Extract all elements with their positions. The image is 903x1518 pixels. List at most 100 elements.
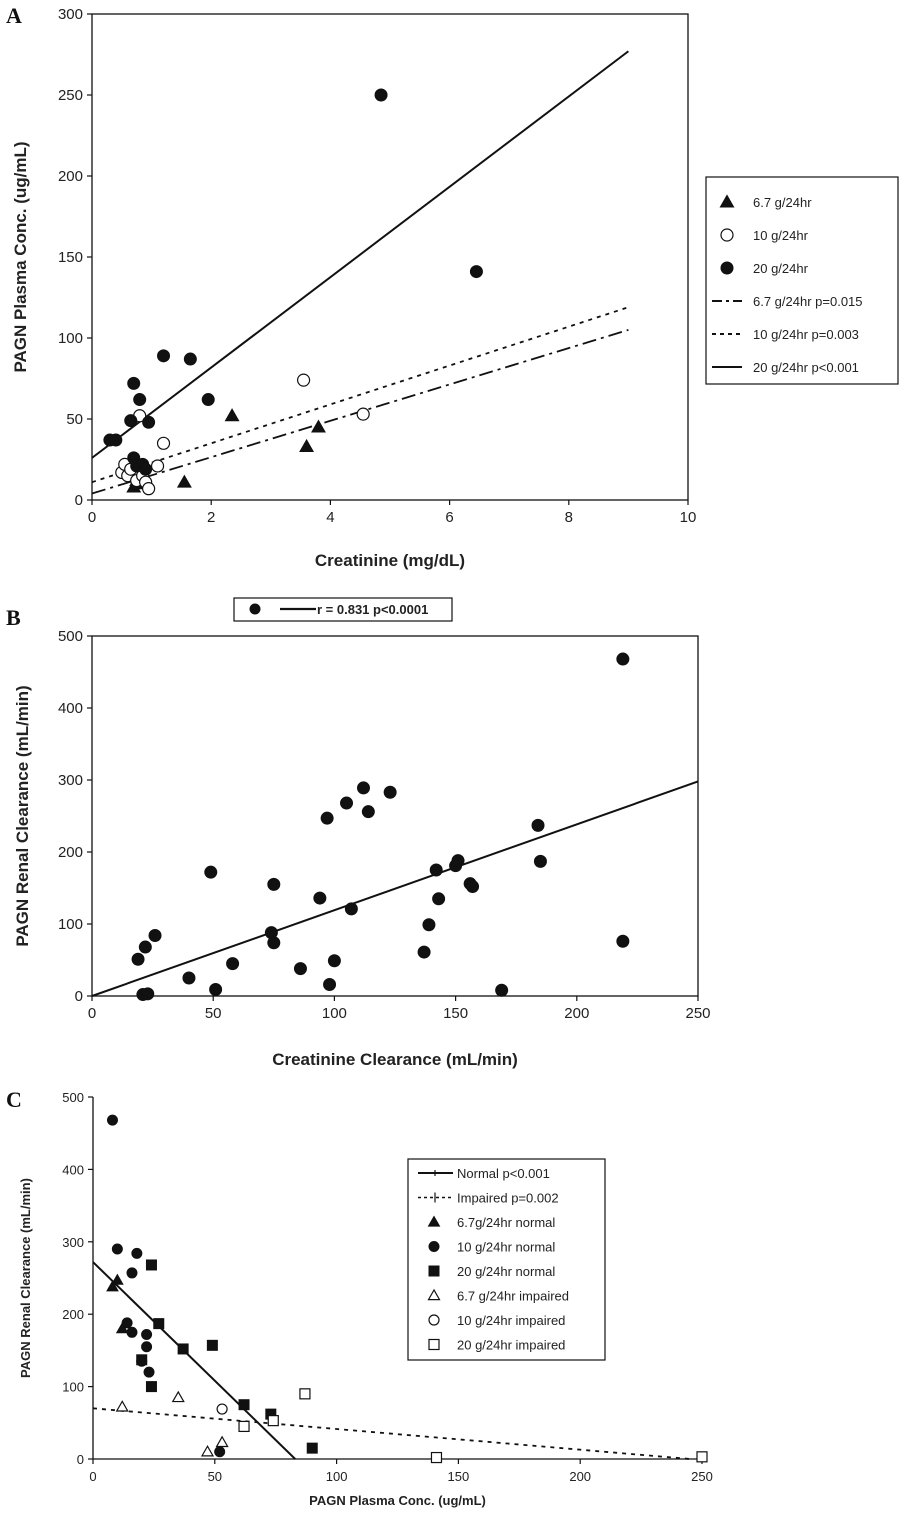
- y-tick-label: 0: [77, 1452, 84, 1467]
- data-point: [131, 952, 145, 966]
- x-tick-label: 4: [326, 509, 334, 526]
- legend-label: 10 g/24hr p=0.003: [753, 327, 859, 342]
- data-point: [267, 877, 281, 891]
- data-point: [209, 983, 223, 997]
- x-tick-label: 0: [88, 1005, 96, 1022]
- y-tick-label: 0: [75, 492, 83, 509]
- x-axis-label: Creatinine (mg/dL): [315, 551, 465, 570]
- data-point: [156, 436, 171, 450]
- data-point: [374, 88, 388, 102]
- data-point: [432, 892, 446, 906]
- data-point: [138, 940, 152, 954]
- data-point: [200, 1445, 215, 1457]
- legend-marker: [719, 194, 735, 208]
- x-tick-label: 2: [207, 509, 215, 526]
- data-point: [139, 462, 153, 476]
- data-point: [142, 482, 156, 496]
- data-point: [216, 1403, 228, 1415]
- fit-line: [92, 1261, 296, 1460]
- data-point: [215, 1435, 229, 1448]
- data-point: [177, 1343, 189, 1355]
- data-point: [171, 1390, 185, 1403]
- y-tick-label: 300: [62, 1235, 84, 1250]
- y-tick-label: 300: [58, 6, 83, 23]
- data-point: [311, 419, 326, 433]
- y-tick-label: 500: [62, 1090, 84, 1105]
- data-point: [115, 1322, 129, 1334]
- data-point: [344, 902, 358, 916]
- data-point: [327, 954, 341, 968]
- y-tick-label: 250: [58, 87, 83, 104]
- panel-letter: C: [6, 1087, 22, 1112]
- data-point: [469, 265, 483, 279]
- x-tick-label: 50: [205, 1005, 222, 1022]
- legend-marker: [720, 228, 734, 242]
- legend-label: 10 g/24hr normal: [457, 1240, 555, 1255]
- data-point: [141, 1341, 153, 1353]
- legend-marker: [428, 1338, 440, 1351]
- data-point: [145, 1259, 157, 1271]
- y-tick-label: 300: [58, 772, 83, 789]
- data-point: [182, 971, 196, 985]
- fit-line: [91, 780, 699, 997]
- data-point: [226, 957, 240, 971]
- data-point: [157, 349, 171, 363]
- data-point: [133, 393, 147, 407]
- data-point: [267, 1415, 279, 1427]
- legend-label: 20 g/24hr normal: [457, 1264, 555, 1279]
- fit-line: [91, 306, 629, 484]
- data-point: [110, 1273, 124, 1285]
- data-point: [142, 415, 156, 429]
- data-point: [115, 1400, 129, 1412]
- legend-marker: [428, 1265, 440, 1277]
- data-point: [143, 1366, 155, 1378]
- data-point: [429, 863, 443, 877]
- data-point: [495, 983, 509, 997]
- data-point: [126, 1267, 138, 1279]
- data-point: [126, 1326, 138, 1338]
- data-point: [320, 811, 334, 825]
- data-point: [121, 1317, 133, 1329]
- data-point: [267, 936, 281, 950]
- legend-label: 20 g/24hr p<0.001: [753, 360, 859, 375]
- plot-frame: [91, 13, 689, 501]
- y-tick-label: 100: [58, 916, 83, 933]
- x-tick-label: 150: [448, 1469, 470, 1484]
- data-point: [141, 987, 155, 1001]
- data-point: [111, 1243, 123, 1255]
- x-tick-label: 10: [680, 509, 697, 526]
- plot-frame: [91, 635, 699, 997]
- legend: Normal p<0.001 Impaired p=0.002 6.7g/24hr …: [407, 1158, 606, 1361]
- x-tick-label: 6: [445, 509, 453, 526]
- fit-line: [91, 50, 630, 459]
- data-point: [340, 796, 354, 810]
- y-tick-label: 200: [62, 1307, 84, 1322]
- data-point: [106, 1280, 119, 1292]
- legend-box: [407, 1158, 606, 1361]
- legend-label: 6.7 g/24hr p=0.015: [753, 294, 863, 309]
- legend-label: Normal p<0.001: [457, 1166, 550, 1181]
- data-point: [466, 880, 480, 894]
- legend-label: 10 g/24hr: [753, 228, 809, 243]
- x-tick-label: 100: [326, 1469, 348, 1484]
- y-tick-label: 100: [58, 330, 83, 347]
- data-point: [238, 1399, 250, 1411]
- y-tick-label: 50: [66, 411, 83, 428]
- data-point: [224, 408, 240, 422]
- x-axis-label: Creatinine Clearance (mL/min): [272, 1050, 518, 1069]
- data-point: [356, 781, 370, 795]
- legend-label: 10 g/24hr impaired: [457, 1313, 565, 1328]
- y-tick-label: 150: [58, 249, 83, 266]
- panel-letter: B: [6, 605, 21, 630]
- data-point: [451, 854, 465, 868]
- legend-label: 20 g/24hr impaired: [457, 1338, 565, 1353]
- legend-marker: [720, 261, 734, 275]
- data-point: [109, 433, 123, 447]
- data-point: [356, 407, 370, 421]
- legend-marker: [428, 1314, 440, 1326]
- legend-label: 20 g/24hr: [753, 261, 809, 276]
- x-tick-label: 0: [88, 509, 96, 526]
- x-tick-label: 100: [322, 1005, 347, 1022]
- legend-box: [233, 597, 453, 622]
